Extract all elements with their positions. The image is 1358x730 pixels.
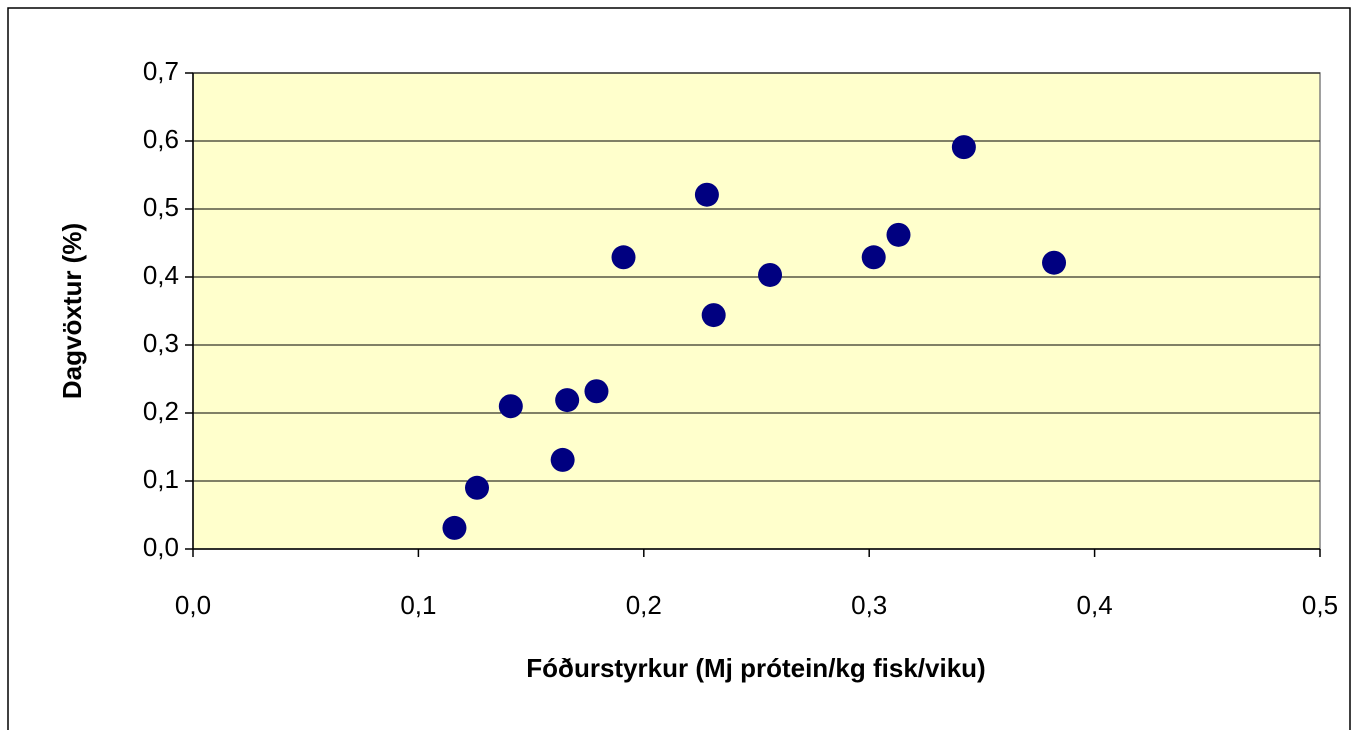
y-tick-label: 0,6 [143, 124, 179, 154]
point [465, 475, 490, 500]
point [442, 515, 467, 540]
chart-frame [7, 7, 1351, 730]
y-tick-label: 0,2 [143, 396, 179, 426]
x-tick-label: 0,0 [175, 590, 211, 620]
point [861, 245, 886, 270]
x-tick-label: 0,3 [851, 590, 887, 620]
x-axis-title: Fóðurstyrkur (Mj prótein/kg fisk/viku) [526, 653, 985, 683]
point [555, 388, 580, 413]
y-axis-title: Dagvöxtur (%) [57, 223, 87, 399]
point [550, 447, 575, 472]
y-tick-label: 0,3 [143, 328, 179, 358]
point [584, 379, 609, 404]
y-tick-label: 0,4 [143, 260, 179, 290]
y-tick-label: 0,5 [143, 192, 179, 222]
point [758, 262, 783, 287]
x-tick-label: 0,1 [400, 590, 436, 620]
point [498, 394, 523, 419]
x-tick-label: 0,5 [1302, 590, 1338, 620]
point [886, 222, 911, 247]
point [701, 303, 726, 328]
x-tick-label: 0,2 [626, 590, 662, 620]
point [951, 135, 976, 160]
y-tick-label: 0,0 [143, 532, 179, 562]
y-tick-label: 0,1 [143, 464, 179, 494]
point [1042, 250, 1067, 275]
point [611, 245, 636, 270]
point [694, 182, 719, 207]
x-tick-label: 0,4 [1077, 590, 1113, 620]
y-tick-label: 0,7 [143, 56, 179, 86]
plot-background [192, 72, 1321, 550]
